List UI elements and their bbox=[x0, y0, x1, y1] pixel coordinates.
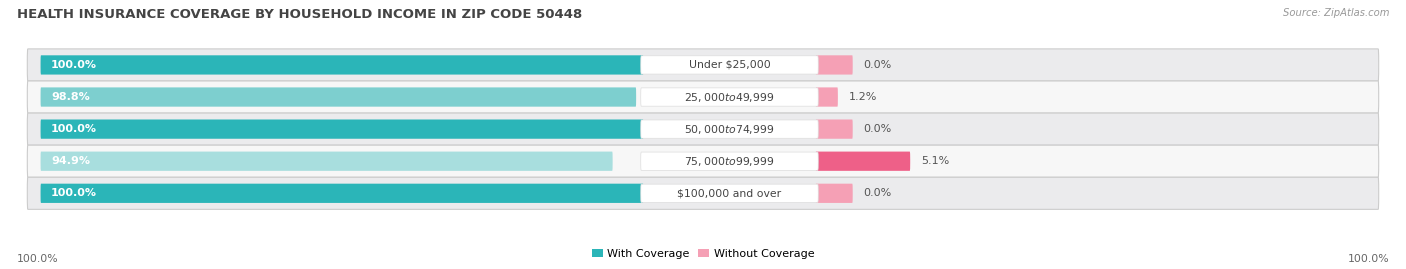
Text: 0.0%: 0.0% bbox=[863, 188, 891, 198]
FancyBboxPatch shape bbox=[41, 87, 636, 107]
FancyBboxPatch shape bbox=[27, 145, 1379, 177]
Legend: With Coverage, Without Coverage: With Coverage, Without Coverage bbox=[588, 245, 818, 263]
Text: 100.0%: 100.0% bbox=[1347, 254, 1389, 264]
Text: $25,000 to $49,999: $25,000 to $49,999 bbox=[685, 91, 775, 104]
Text: 100.0%: 100.0% bbox=[51, 60, 97, 70]
FancyBboxPatch shape bbox=[641, 88, 818, 106]
Text: 100.0%: 100.0% bbox=[17, 254, 59, 264]
FancyBboxPatch shape bbox=[641, 56, 818, 74]
Text: 5.1%: 5.1% bbox=[921, 156, 949, 166]
FancyBboxPatch shape bbox=[41, 119, 644, 139]
FancyBboxPatch shape bbox=[641, 120, 818, 138]
FancyBboxPatch shape bbox=[815, 55, 852, 75]
Text: Under $25,000: Under $25,000 bbox=[689, 60, 770, 70]
FancyBboxPatch shape bbox=[815, 184, 852, 203]
Text: Source: ZipAtlas.com: Source: ZipAtlas.com bbox=[1282, 8, 1389, 18]
FancyBboxPatch shape bbox=[27, 177, 1379, 209]
Text: 0.0%: 0.0% bbox=[863, 60, 891, 70]
Text: HEALTH INSURANCE COVERAGE BY HOUSEHOLD INCOME IN ZIP CODE 50448: HEALTH INSURANCE COVERAGE BY HOUSEHOLD I… bbox=[17, 8, 582, 21]
FancyBboxPatch shape bbox=[815, 119, 852, 139]
FancyBboxPatch shape bbox=[27, 81, 1379, 113]
FancyBboxPatch shape bbox=[27, 113, 1379, 145]
FancyBboxPatch shape bbox=[27, 49, 1379, 81]
Text: $50,000 to $74,999: $50,000 to $74,999 bbox=[685, 123, 775, 136]
FancyBboxPatch shape bbox=[641, 184, 818, 203]
Text: 98.8%: 98.8% bbox=[51, 92, 90, 102]
FancyBboxPatch shape bbox=[815, 152, 910, 171]
Text: $100,000 and over: $100,000 and over bbox=[678, 188, 782, 198]
Text: 94.9%: 94.9% bbox=[51, 156, 90, 166]
FancyBboxPatch shape bbox=[815, 87, 838, 107]
Text: 100.0%: 100.0% bbox=[51, 124, 97, 134]
FancyBboxPatch shape bbox=[641, 152, 818, 170]
Text: $75,000 to $99,999: $75,000 to $99,999 bbox=[685, 155, 775, 168]
FancyBboxPatch shape bbox=[41, 152, 613, 171]
FancyBboxPatch shape bbox=[41, 55, 644, 75]
FancyBboxPatch shape bbox=[41, 184, 644, 203]
Text: 0.0%: 0.0% bbox=[863, 124, 891, 134]
Text: 1.2%: 1.2% bbox=[848, 92, 877, 102]
Text: 100.0%: 100.0% bbox=[51, 188, 97, 198]
